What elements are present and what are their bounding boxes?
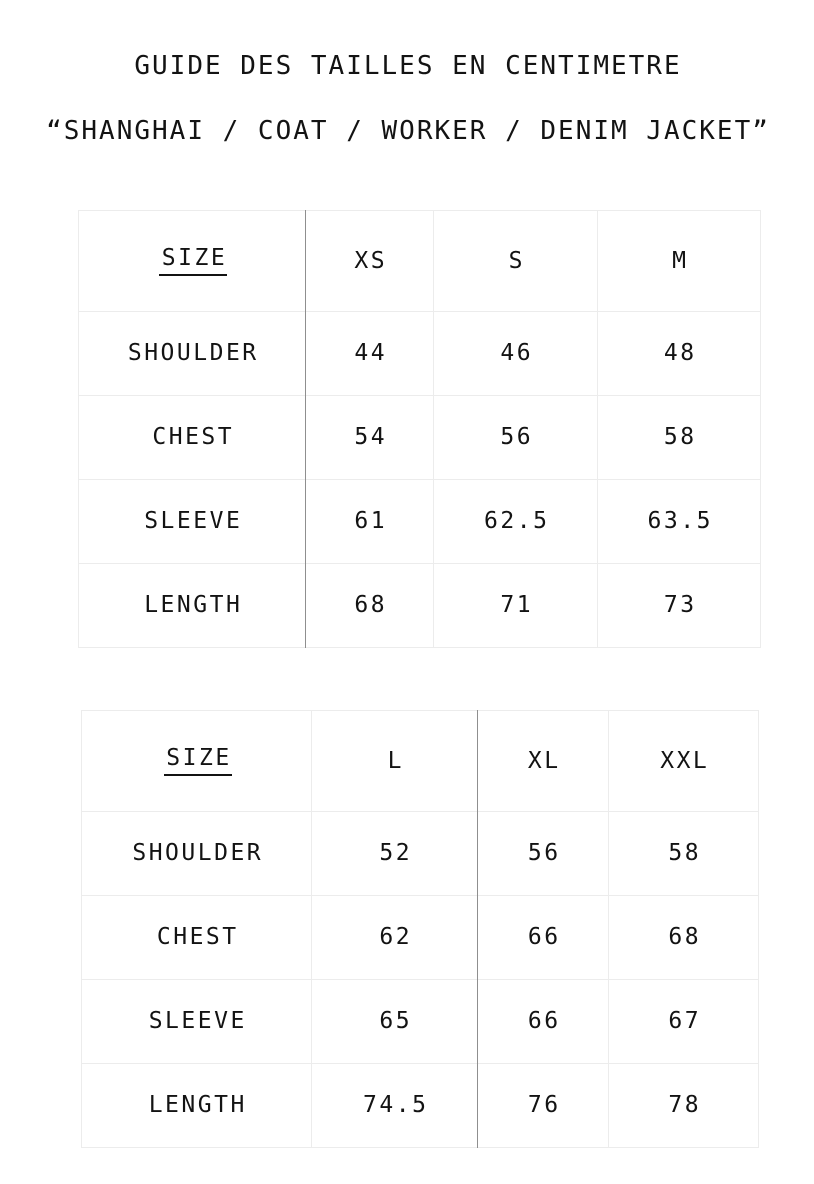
table-header-row: SIZE L XL XXL: [81, 710, 759, 812]
size-header-cell: SIZE: [81, 710, 312, 812]
row-label-length: LENGTH: [81, 1062, 312, 1149]
cell-value: 62.5: [433, 478, 598, 564]
column-header-s: S: [433, 210, 598, 312]
table-row: SHOULDER 52 56 58: [81, 810, 759, 896]
table-row: SLEEVE 65 66 67: [81, 978, 759, 1064]
table-header-row: SIZE XS S M: [78, 210, 761, 312]
cell-value: 58: [608, 810, 759, 896]
cell-value: 52: [311, 810, 478, 896]
row-label-sleeve: SLEEVE: [81, 978, 312, 1064]
cell-value: 67: [608, 978, 759, 1064]
row-label-chest: CHEST: [81, 894, 312, 980]
column-header-xs: XS: [305, 210, 434, 312]
cell-value: 54: [305, 394, 434, 480]
cell-value: 56: [433, 394, 598, 480]
size-header-cell: SIZE: [78, 210, 306, 312]
cell-value: 66: [477, 894, 609, 980]
cell-value: 46: [433, 310, 598, 396]
cell-value: 65: [311, 978, 478, 1064]
column-header-xl: XL: [477, 710, 609, 812]
column-header-l: L: [311, 710, 478, 812]
product-subtitle: “SHANGHAI / COAT / WORKER / DENIM JACKET…: [46, 116, 770, 146]
table-row: SHOULDER 44 46 48: [78, 310, 761, 396]
table-row: SLEEVE 61 62.5 63.5: [78, 478, 761, 564]
cell-value: 74.5: [311, 1062, 478, 1149]
cell-value: 78: [608, 1062, 759, 1149]
row-label-length: LENGTH: [78, 562, 306, 649]
row-label-chest: CHEST: [78, 394, 306, 480]
cell-value: 73: [597, 562, 761, 649]
row-label-shoulder: SHOULDER: [81, 810, 312, 896]
column-divider: [477, 710, 478, 1148]
size-table-l-xl-xxl: SIZE L XL XXL SHOULDER 52 56 58 CHEST 62…: [81, 710, 759, 1149]
cell-value: 62: [311, 894, 478, 980]
cell-value: 71: [433, 562, 598, 649]
row-label-shoulder: SHOULDER: [78, 310, 306, 396]
cell-value: 68: [608, 894, 759, 980]
row-label-sleeve: SLEEVE: [78, 478, 306, 564]
cell-value: 58: [597, 394, 761, 480]
table-row: LENGTH 74.5 76 78: [81, 1062, 759, 1149]
cell-value: 61: [305, 478, 434, 564]
size-header-label: SIZE: [163, 745, 232, 777]
cell-value: 56: [477, 810, 609, 896]
cell-value: 76: [477, 1062, 609, 1149]
cell-value: 66: [477, 978, 609, 1064]
cell-value: 63.5: [597, 478, 761, 564]
table-row: CHEST 62 66 68: [81, 894, 759, 980]
column-divider: [305, 210, 306, 648]
page-title: GUIDE DES TAILLES EN CENTIMETRE: [134, 51, 682, 81]
cell-value: 44: [305, 310, 434, 396]
cell-value: 48: [597, 310, 761, 396]
table-row: CHEST 54 56 58: [78, 394, 761, 480]
column-header-xxl: XXL: [608, 710, 759, 812]
size-table-xs-s-m: SIZE XS S M SHOULDER 44 46 48 CHEST 54 5…: [78, 210, 761, 649]
table-row: LENGTH 68 71 73: [78, 562, 761, 649]
cell-value: 68: [305, 562, 434, 649]
column-header-m: M: [597, 210, 761, 312]
size-header-label: SIZE: [159, 245, 228, 277]
